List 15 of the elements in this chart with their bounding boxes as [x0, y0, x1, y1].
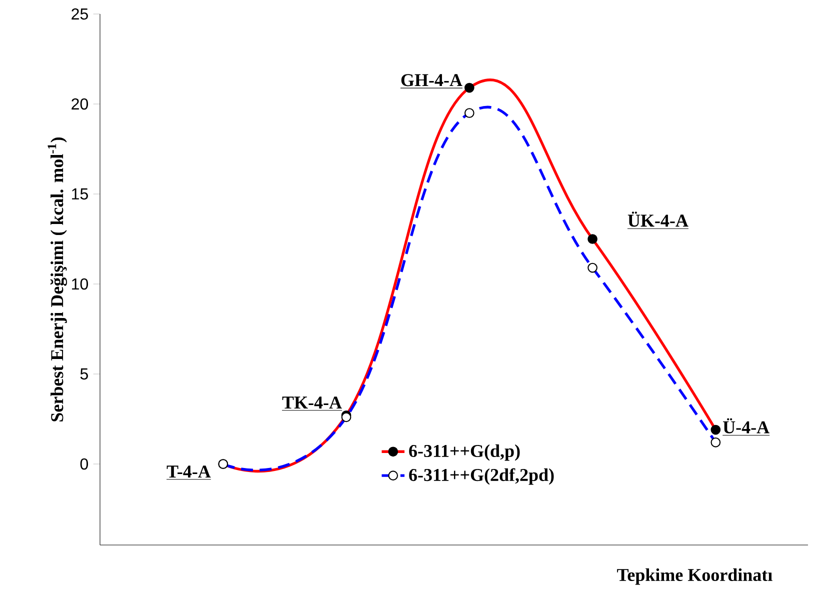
- x-axis-title: Tepkime Koordinatı: [617, 568, 772, 585]
- y-tick-label: 20: [72, 98, 88, 110]
- annotation: TK-4-A: [282, 396, 342, 408]
- legend-label: 6-311++G(d,p): [409, 444, 520, 461]
- annotation: Ü-4-A: [723, 418, 770, 434]
- y-tick-label: 0: [80, 458, 88, 470]
- y-tick-label: 25: [72, 8, 88, 20]
- y-tick-label: 15: [72, 188, 88, 200]
- legend-label: 6-311++G(2df,2pd): [409, 468, 554, 485]
- annotation: T-4-A: [166, 466, 211, 478]
- y-tick-label: 10: [72, 278, 88, 290]
- annotation: ÜK-4-A: [628, 212, 688, 227]
- annotation: GH-4-A: [401, 74, 462, 86]
- y-axis-title: Serbest Enerji Değişimi ( kcal. mol$^{-1}$): [48, 137, 68, 422]
- y-tick-label: 5: [80, 368, 88, 380]
